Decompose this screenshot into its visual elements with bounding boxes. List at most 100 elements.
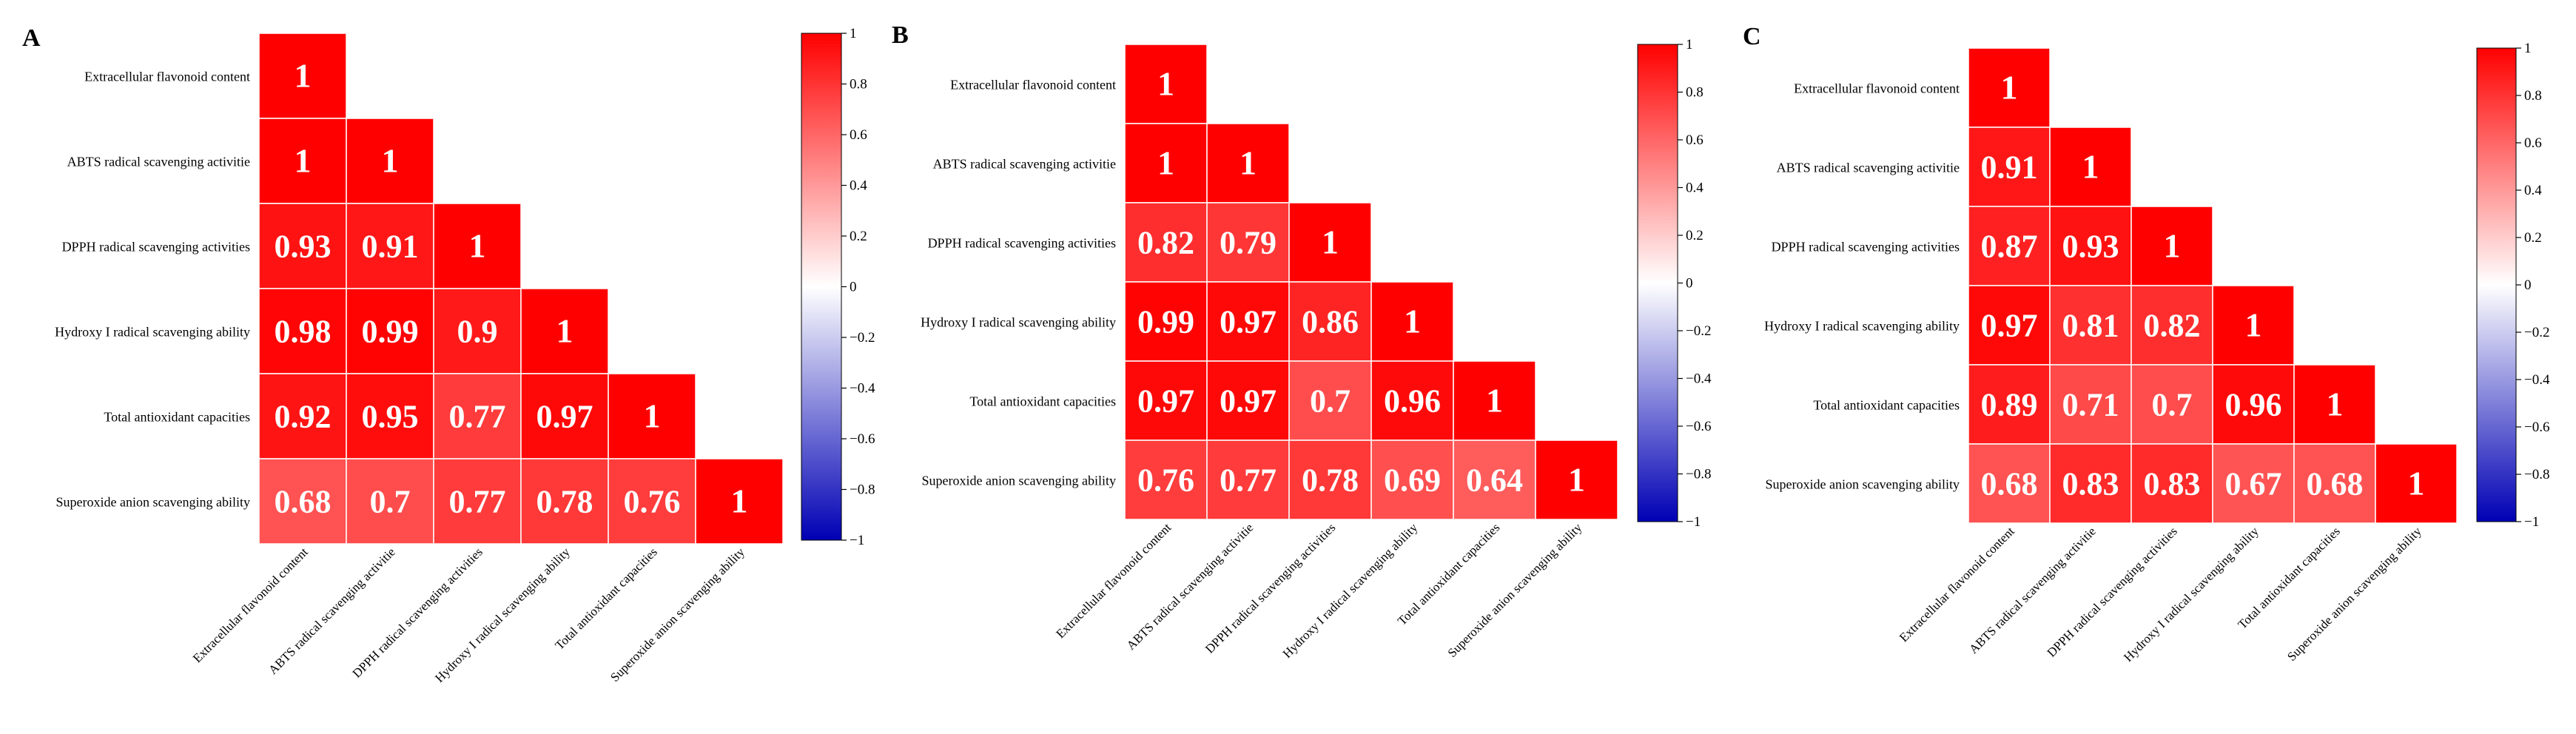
colorbar (2476, 47, 2517, 522)
colorbar (801, 33, 842, 541)
cell-value-label: 0.76 (1137, 462, 1194, 499)
colorbar-tick-label: −0.2 (850, 330, 875, 346)
cell-value-label: 0.77 (449, 399, 506, 435)
colorbar-tick-label: 0.8 (850, 77, 867, 92)
cell-value-label: 0.79 (1220, 225, 1277, 261)
colorbar-tick-label: 0.4 (2524, 183, 2542, 198)
colorbar-tick-label: 0 (850, 280, 857, 295)
heatmap-cell (433, 373, 522, 459)
cell-value-label: 0.67 (2225, 466, 2282, 502)
row-label: ABTS radical scavenging activitie (933, 157, 1116, 172)
heatmap-cell (1124, 440, 1208, 520)
row-label: DPPH radical scavenging activities (62, 240, 250, 255)
heatmap-cell (1968, 47, 2051, 128)
heatmap-cell (2131, 206, 2213, 286)
heatmap-cell (2049, 443, 2132, 524)
heatmap-cell (258, 203, 347, 289)
colorbar-tick-label: 1 (1686, 37, 1693, 53)
colorbar-tick-label: 0.4 (850, 178, 867, 194)
column-label: Hydroxy I radical scavenging ability (1280, 520, 1421, 661)
cell-value-label: 1 (1568, 461, 1585, 499)
column-label: Hydroxy I radical scavenging ability (432, 545, 573, 685)
cell-value-label: 1 (2082, 148, 2099, 186)
cell-value-label: 1 (2327, 385, 2344, 423)
cell-value-label: 0.81 (2062, 308, 2119, 344)
cell-value-label: 0.98 (275, 314, 332, 350)
colorbar-tick-label: 0.2 (2524, 230, 2542, 246)
colorbar-tick-label: −0.4 (2524, 372, 2550, 388)
cell-value-label: 0.83 (2062, 466, 2119, 502)
heatmap-cell (2212, 364, 2295, 445)
cell-value-label: 0.97 (1220, 304, 1277, 340)
colorbar-tick-label: −0.4 (1686, 371, 1712, 387)
cell-value-label: 0.68 (1981, 466, 2038, 502)
colorbar-tick-label: 0.6 (2524, 135, 2542, 151)
heatmap-panel-C: C10.91 10.87 0.93 10.97 0.81 0.82 10.89 0.71 0.7… (1743, 23, 2550, 664)
row-label: Hydroxy I radical scavenging ability (1764, 319, 1960, 334)
column-label: Superoxide anion scavenging ability (2284, 524, 2424, 664)
heatmap-cell (258, 458, 347, 545)
heatmap-cell (520, 288, 609, 374)
heatmap-cell (1453, 440, 1536, 520)
cell-value-label: 0.71 (2062, 387, 2119, 423)
cell-value-label: 1 (556, 312, 574, 350)
heatmap-cell (1206, 202, 1290, 283)
cell-value-label: 0.7 (370, 484, 411, 520)
heatmap-cell (1371, 360, 1454, 441)
cell-value-label: 0.95 (362, 399, 419, 435)
cell-value-label: 0.69 (1384, 462, 1441, 499)
row-label: Hydroxy I radical scavenging ability (55, 325, 250, 340)
cell-value-label: 1 (1157, 65, 1174, 103)
row-label: Superoxide anion scavenging ability (922, 474, 1116, 488)
cell-value-label: 1 (731, 482, 748, 520)
cell-value-label: 0.99 (1137, 304, 1194, 340)
heatmap-cell (520, 458, 609, 545)
cell-value-label: 0.83 (2144, 466, 2201, 502)
row-label: DPPH radical scavenging activities (1772, 240, 1960, 255)
panel-label: A (22, 24, 41, 52)
colorbar-tick-label: −0.6 (1686, 419, 1711, 434)
cell-value-label: 0.97 (1220, 383, 1277, 420)
colorbar-tick-label: −0.8 (2524, 467, 2549, 482)
cell-value-label: 1 (1404, 303, 1421, 340)
cell-value-label: 0.82 (1137, 225, 1194, 261)
cell-value-label: 0.96 (2225, 387, 2282, 423)
cell-value-label: 0.97 (1137, 383, 1194, 420)
colorbar-tick-label: 1 (850, 26, 857, 41)
heatmap-panel-A: A11 10.93 0.91 10.98 0.99 0.9 10.92 0.95 0.77 0.9… (22, 24, 875, 685)
colorbar-tick-label: 0 (2524, 277, 2532, 293)
heatmap-cell (258, 33, 347, 119)
heatmap-cell (433, 458, 522, 545)
cell-value-label: 0.7 (2152, 387, 2193, 423)
cell-value-label: 1 (644, 397, 661, 435)
row-label: Hydroxy I radical scavenging ability (921, 315, 1116, 330)
colorbar-tick-label: −1 (2524, 514, 2539, 530)
heatmap-cell (1371, 281, 1454, 362)
column-label: DPPH radical scavenging activities (2044, 524, 2179, 659)
cell-value-label: 1 (1157, 144, 1174, 182)
cell-value-label: 1 (1486, 382, 1503, 420)
cell-value-label: 0.78 (1302, 462, 1359, 499)
cell-value-label: 0.87 (1981, 229, 2038, 265)
heatmap-cell (346, 118, 434, 204)
row-label: Total antioxidant capacities (104, 410, 250, 425)
colorbar-tick-label: −0.6 (2524, 420, 2549, 435)
colorbar-tick-label: 0.2 (1686, 228, 1704, 243)
cell-value-label: 0.64 (1466, 462, 1523, 499)
heatmap-cell (1206, 123, 1290, 203)
colorbar-tick-label: −0.8 (1686, 467, 1711, 482)
cell-value-label: 0.91 (1981, 149, 2038, 186)
heatmap-cell (346, 288, 434, 374)
heatmap-cell (1968, 127, 2051, 207)
heatmap-cell (520, 373, 609, 459)
column-label: Hydroxy I radical scavenging ability (2121, 524, 2261, 664)
cell-value-label: 1 (469, 227, 486, 265)
row-label: Total antioxidant capacities (969, 394, 1116, 409)
heatmap-cell (2293, 443, 2376, 524)
heatmap-cell (2212, 443, 2295, 524)
cell-value-label: 1 (2408, 465, 2425, 502)
heatmap-cell (346, 203, 434, 289)
heatmap-panel-B: B 1 1 1 0.82 0.79 1 0.99 0.97 0.86 1 0.97 0.97 0.7 0.9… (892, 21, 1712, 661)
cell-value-label: 0.82 (2144, 308, 2201, 344)
colorbar-tick-label: −1 (850, 533, 864, 548)
